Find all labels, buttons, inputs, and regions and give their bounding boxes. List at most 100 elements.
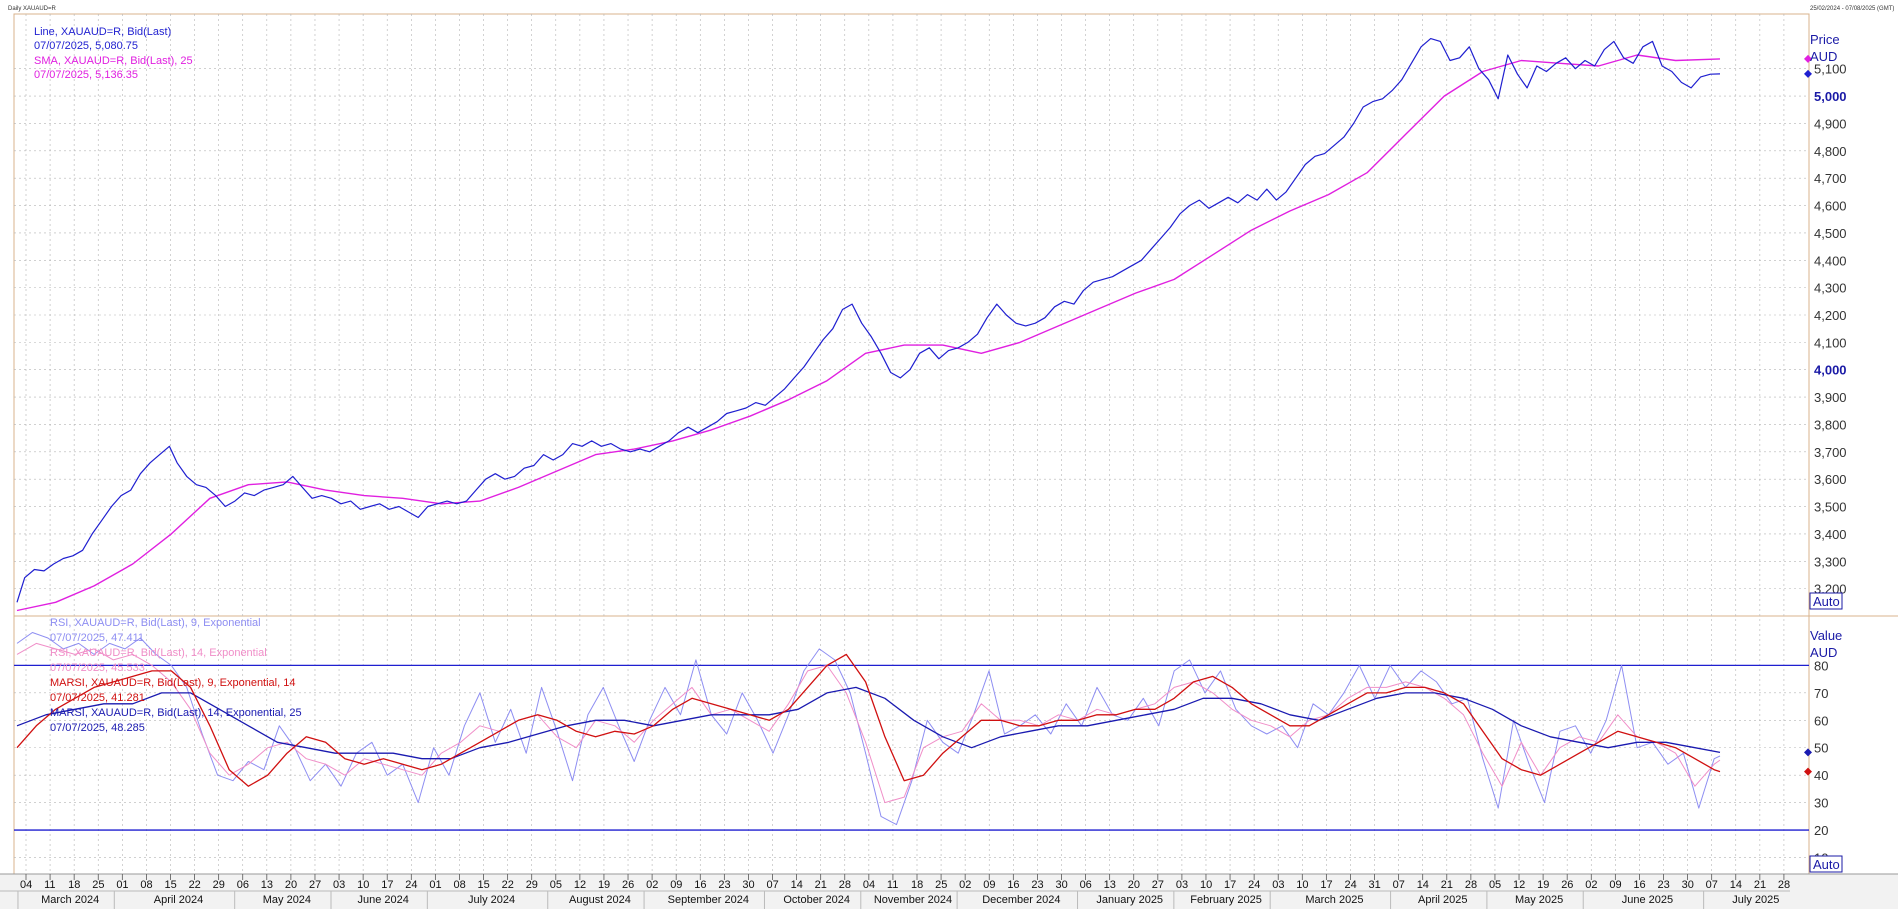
month-label: December 2024 <box>982 894 1060 906</box>
x-tick-label: 10 <box>1200 879 1212 891</box>
x-tick-label: 09 <box>1609 879 1621 891</box>
price-last-marker <box>1804 69 1812 78</box>
x-tick-label: 14 <box>1730 879 1742 891</box>
x-tick-label: 15 <box>478 879 490 891</box>
month-label: January 2025 <box>1096 894 1163 906</box>
x-tick-label: 19 <box>1537 879 1549 891</box>
x-tick-label: 14 <box>1417 879 1429 891</box>
rsi-tick-label: 40 <box>1814 768 1828 783</box>
rsi-auto-scale-button[interactable]: Auto <box>1809 855 1843 873</box>
x-tick-label: 23 <box>718 879 730 891</box>
rsi-panel[interactable] <box>13 615 1810 875</box>
x-tick-label: 04 <box>20 879 32 891</box>
x-tick-label: 10 <box>1296 879 1308 891</box>
grid <box>14 14 1809 874</box>
legend-marsi25-label: MARSI, XAUAUD=R, Bid(Last), 14, Exponent… <box>50 707 302 719</box>
rsi-tick-label: 80 <box>1814 658 1828 673</box>
x-tick-label: 03 <box>333 879 345 891</box>
legend-rsi9-label: RSI, XAUAUD=R, Bid(Last), 9, Exponential <box>50 617 261 629</box>
x-tick-label: 26 <box>622 879 634 891</box>
price-tick-label: 5,000 <box>1814 89 1847 104</box>
x-tick-label: 29 <box>213 879 225 891</box>
month-label: March 2024 <box>41 894 99 906</box>
legend-marsi25-value: 07/07/2025, 48.285 <box>50 722 145 734</box>
x-tick-label: 28 <box>1778 879 1790 891</box>
x-tick-label: 30 <box>1682 879 1694 891</box>
x-tick-label: 07 <box>1706 879 1718 891</box>
price-axis-unit: AUD <box>1810 49 1837 64</box>
x-tick-label: 17 <box>1320 879 1332 891</box>
rsi-axis-unit: AUD <box>1810 645 1837 660</box>
x-tick-label: 22 <box>189 879 201 891</box>
x-tick-label: 17 <box>381 879 393 891</box>
rsi-auto-label: Auto <box>1813 857 1840 872</box>
price-tick-label: 3,900 <box>1814 390 1847 405</box>
x-tick-label: 30 <box>1055 879 1067 891</box>
x-tick-label: 07 <box>767 879 779 891</box>
x-tick-label: 13 <box>1104 879 1116 891</box>
price-y-axis[interactable]: 3,2003,3003,4003,5003,6003,7003,8003,900… <box>1814 62 1847 597</box>
x-tick-label: 28 <box>1465 879 1477 891</box>
price-tick-label: 4,600 <box>1814 199 1847 214</box>
marsi9-line <box>16 653 1721 787</box>
price-tick-label: 4,500 <box>1814 226 1847 241</box>
legend-line-label: Line, XAUAUD=R, Bid(Last) <box>34 26 171 38</box>
x-tick-label: 16 <box>1007 879 1019 891</box>
month-label: July 2025 <box>1732 894 1779 906</box>
legend-line-value: 07/07/2025, 5,080.75 <box>34 40 138 52</box>
rsi-tick-label: 50 <box>1814 741 1828 756</box>
x-axis[interactable]: 04 11 18 25 01 08 15 22 29 06 13 20 27 03 10 17 24 01 08 15… <box>17 874 1790 909</box>
legend-rsi14-value: 07/07/2025, 45.533 <box>50 662 145 674</box>
x-tick-label: 03 <box>1176 879 1188 891</box>
month-label: March 2025 <box>1305 894 1363 906</box>
x-tick-label: 08 <box>140 879 152 891</box>
price-tick-label: 4,900 <box>1814 116 1847 131</box>
rsi-legend: RSI, XAUAUD=R, Bid(Last), 9, Exponential… <box>50 617 302 734</box>
price-tick-label: 4,200 <box>1814 308 1847 323</box>
x-tick-label: 28 <box>839 879 851 891</box>
month-label: June 2025 <box>1622 894 1673 906</box>
x-tick-label: 26 <box>1561 879 1573 891</box>
rsi-tick-label: 20 <box>1814 823 1828 838</box>
x-tick-label: 23 <box>1031 879 1043 891</box>
legend-marsi9-label: MARSI, XAUAUD=R, Bid(Last), 9, Exponenti… <box>50 677 295 689</box>
x-tick-label: 27 <box>309 879 321 891</box>
x-tick-label: 10 <box>357 879 369 891</box>
month-label: November 2024 <box>874 894 952 906</box>
x-tick-label: 14 <box>791 879 803 891</box>
x-tick-label: 13 <box>261 879 273 891</box>
x-tick-label: 24 <box>405 879 417 891</box>
month-label: August 2024 <box>569 894 631 906</box>
month-label: April 2024 <box>154 894 204 906</box>
x-tick-label: 31 <box>1369 879 1381 891</box>
legend-sma-value: 07/07/2025, 5,136.35 <box>34 69 138 81</box>
x-tick-label: 21 <box>1754 879 1766 891</box>
x-tick-label: 12 <box>574 879 586 891</box>
price-tick-label: 4,700 <box>1814 171 1847 186</box>
x-tick-label: 01 <box>116 879 128 891</box>
x-tick-label: 16 <box>1633 879 1645 891</box>
x-tick-label: 08 <box>453 879 465 891</box>
x-tick-label: 12 <box>1513 879 1525 891</box>
x-tick-label: 11 <box>887 879 898 891</box>
x-tick-label: 23 <box>1658 879 1670 891</box>
price-tick-label: 4,800 <box>1814 144 1847 159</box>
chart-title: Daily XAUAUD=R <box>8 6 57 12</box>
x-tick-label: 01 <box>429 879 441 891</box>
price-auto-scale-button[interactable]: Auto <box>1809 592 1843 610</box>
x-tick-label: 21 <box>1441 879 1453 891</box>
price-tick-label: 5,100 <box>1814 62 1847 77</box>
month-label: September 2024 <box>668 894 749 906</box>
rsi-y-axis[interactable]: 1020304050607080 <box>1814 658 1828 865</box>
legend-rsi14-label: RSI, XAUAUD=R, Bid(Last), 14, Exponentia… <box>50 647 267 659</box>
x-tick-label: 30 <box>742 879 754 891</box>
x-tick-label: 06 <box>237 879 249 891</box>
rsi-tick-label: 30 <box>1814 796 1828 811</box>
month-label: May 2024 <box>263 894 311 906</box>
x-tick-label: 25 <box>935 879 947 891</box>
x-tick-label: 02 <box>1585 879 1597 891</box>
x-tick-label: 09 <box>670 879 682 891</box>
series-layer <box>16 38 1721 826</box>
x-tick-label: 24 <box>1248 879 1260 891</box>
legend-marsi9-value: 07/07/2025, 41.281 <box>50 692 145 704</box>
